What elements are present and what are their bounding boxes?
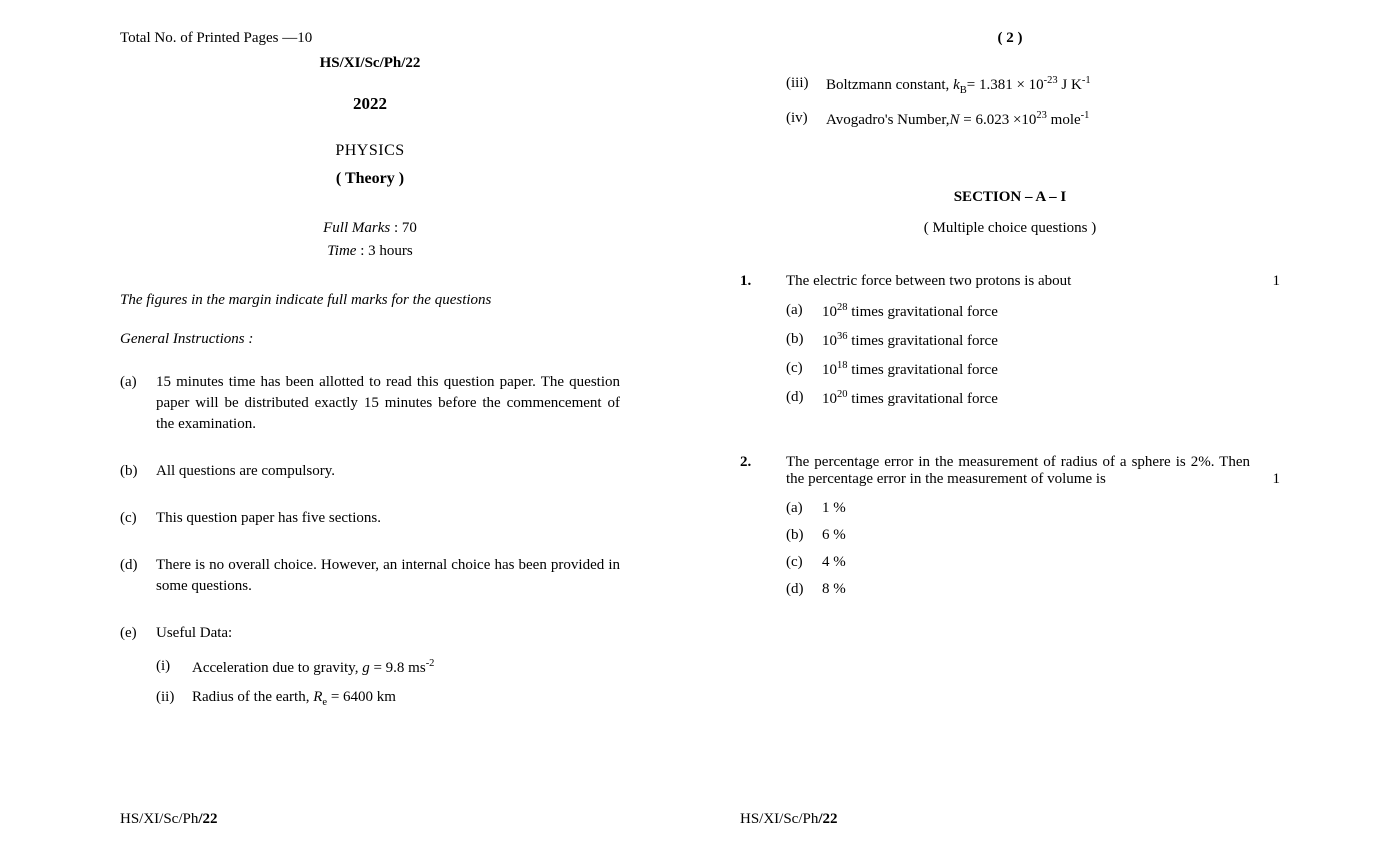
footer-left: HS/XI/Sc/Ph/22 bbox=[120, 811, 218, 828]
instruction-d: (d) There is no overall choice. However,… bbox=[120, 555, 620, 597]
instruction-b: (b) All questions are compulsory. bbox=[120, 461, 620, 482]
section-a-i-subheading: ( Multiple choice questions ) bbox=[740, 220, 1280, 237]
subject-title: PHYSICS bbox=[120, 142, 620, 160]
question-1: 1. The electric force between two proton… bbox=[740, 273, 1280, 290]
page-number: ( 2 ) bbox=[740, 30, 1280, 47]
question-1-option-a: (a) 1028 times gravitational force bbox=[786, 302, 1280, 321]
useful-data-iii: (iii) Boltzmann constant, kB= 1.381 × 10… bbox=[786, 75, 1280, 96]
time-allowed: Time : 3 hours bbox=[120, 243, 620, 260]
question-2-option-a: (a) 1 % bbox=[786, 500, 1280, 517]
footer-right: HS/XI/Sc/Ph/22 bbox=[740, 811, 838, 828]
general-instructions-heading: General Instructions : bbox=[120, 331, 620, 348]
instruction-c: (c) This question paper has five section… bbox=[120, 508, 620, 529]
instruction-e: (e) Useful Data: bbox=[120, 623, 620, 644]
paper-code: HS/XI/Sc/Ph/22 bbox=[120, 55, 620, 72]
instruction-a: (a) 15 minutes time has been allotted to… bbox=[120, 372, 620, 435]
question-1-marks: 1 bbox=[1273, 273, 1281, 290]
question-2-option-d: (d) 8 % bbox=[786, 581, 1280, 598]
useful-data-i: (i) Acceleration due to gravity, g = 9.8… bbox=[156, 658, 620, 677]
question-2-marks: 1 bbox=[1273, 471, 1281, 488]
question-2-option-b: (b) 6 % bbox=[786, 527, 1280, 544]
printed-pages: Total No. of Printed Pages —10 bbox=[120, 30, 620, 47]
useful-data-iv: (iv) Avogadro's Number,N = 6.023 ×1023 m… bbox=[786, 110, 1280, 129]
theory-label: ( Theory ) bbox=[120, 170, 620, 188]
question-1-option-b: (b) 1036 times gravitational force bbox=[786, 331, 1280, 350]
question-2-option-c: (c) 4 % bbox=[786, 554, 1280, 571]
full-marks: Full Marks : 70 bbox=[120, 220, 620, 237]
section-a-i-heading: SECTION – A – I bbox=[740, 189, 1280, 206]
question-2: 2. The percentage error in the measureme… bbox=[740, 454, 1280, 488]
useful-data-ii: (ii) Radius of the earth, Re = 6400 km bbox=[156, 689, 620, 708]
exam-year: 2022 bbox=[120, 94, 620, 114]
page-1: Total No. of Printed Pages —10 HS/XI/Sc/… bbox=[0, 0, 700, 850]
question-1-option-d: (d) 1020 times gravitational force bbox=[786, 389, 1280, 408]
page-2: ( 2 ) (iii) Boltzmann constant, kB= 1.38… bbox=[700, 0, 1400, 850]
question-1-option-c: (c) 1018 times gravitational force bbox=[786, 360, 1280, 379]
margin-rubric: The figures in the margin indicate full … bbox=[120, 292, 620, 309]
